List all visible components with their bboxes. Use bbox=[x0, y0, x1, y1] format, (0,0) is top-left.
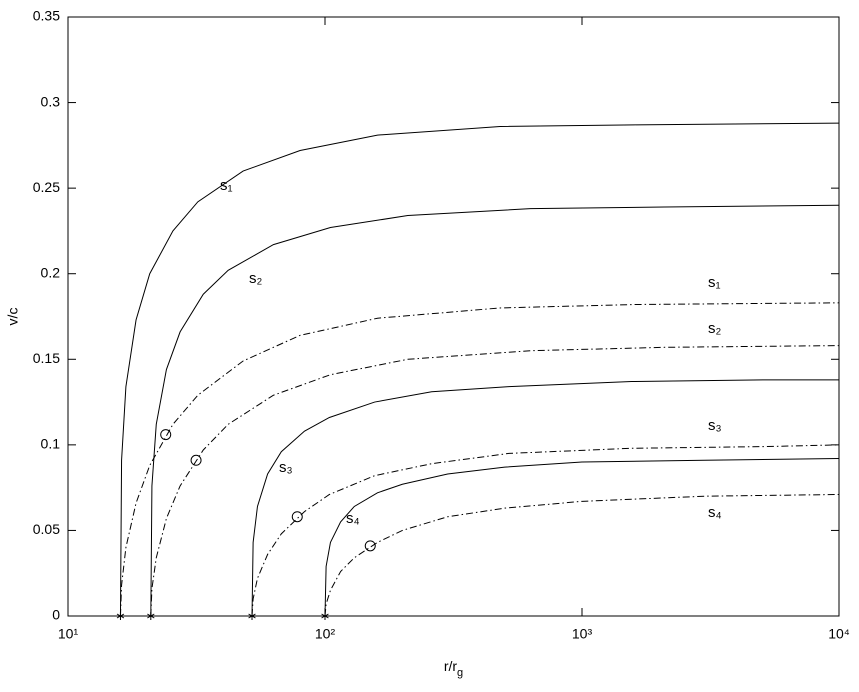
y-tick-label: 0.35 bbox=[33, 8, 60, 24]
curve-label: s₄ bbox=[346, 510, 360, 527]
x-tick-label: 10¹ bbox=[58, 626, 79, 642]
circle-marker bbox=[364, 540, 376, 552]
circle-marker bbox=[160, 429, 172, 441]
asterisk-marker bbox=[116, 612, 125, 620]
data-line bbox=[251, 379, 839, 617]
x-tick-label: 10³ bbox=[572, 626, 593, 642]
data-line bbox=[324, 493, 840, 617]
y-tick-label: 0.05 bbox=[33, 521, 60, 537]
data-line bbox=[119, 302, 840, 617]
x-axis-label: r/rg bbox=[444, 658, 463, 679]
data-line bbox=[324, 458, 840, 617]
data-line bbox=[150, 204, 840, 617]
x-tick-label: 10⁴ bbox=[828, 626, 850, 642]
curve-label: s₃ bbox=[708, 417, 722, 434]
curve-label: s₁ bbox=[220, 177, 233, 194]
plot-frame bbox=[67, 16, 840, 617]
y-tick-label: 0.1 bbox=[41, 436, 61, 452]
y-tick-label: 0.15 bbox=[33, 350, 60, 366]
y-axis-label: v/c bbox=[5, 308, 21, 326]
data-line bbox=[119, 122, 840, 617]
y-tick-label: 0.2 bbox=[41, 264, 61, 280]
curve-label: s₃ bbox=[279, 459, 293, 476]
circle-marker bbox=[190, 454, 202, 466]
circle-marker bbox=[291, 511, 303, 523]
curve-label: s₄ bbox=[708, 504, 722, 521]
curve-label: s₂ bbox=[249, 270, 263, 287]
data-line bbox=[150, 345, 840, 617]
curve-label: s₂ bbox=[708, 320, 722, 337]
x-tick-label: 10² bbox=[315, 626, 336, 642]
y-tick-label: 0 bbox=[52, 607, 60, 623]
data-line bbox=[251, 444, 840, 617]
y-tick-label: 0.3 bbox=[41, 93, 61, 109]
y-tick-label: 0.25 bbox=[33, 179, 60, 195]
curve-label: s₁ bbox=[708, 274, 721, 291]
